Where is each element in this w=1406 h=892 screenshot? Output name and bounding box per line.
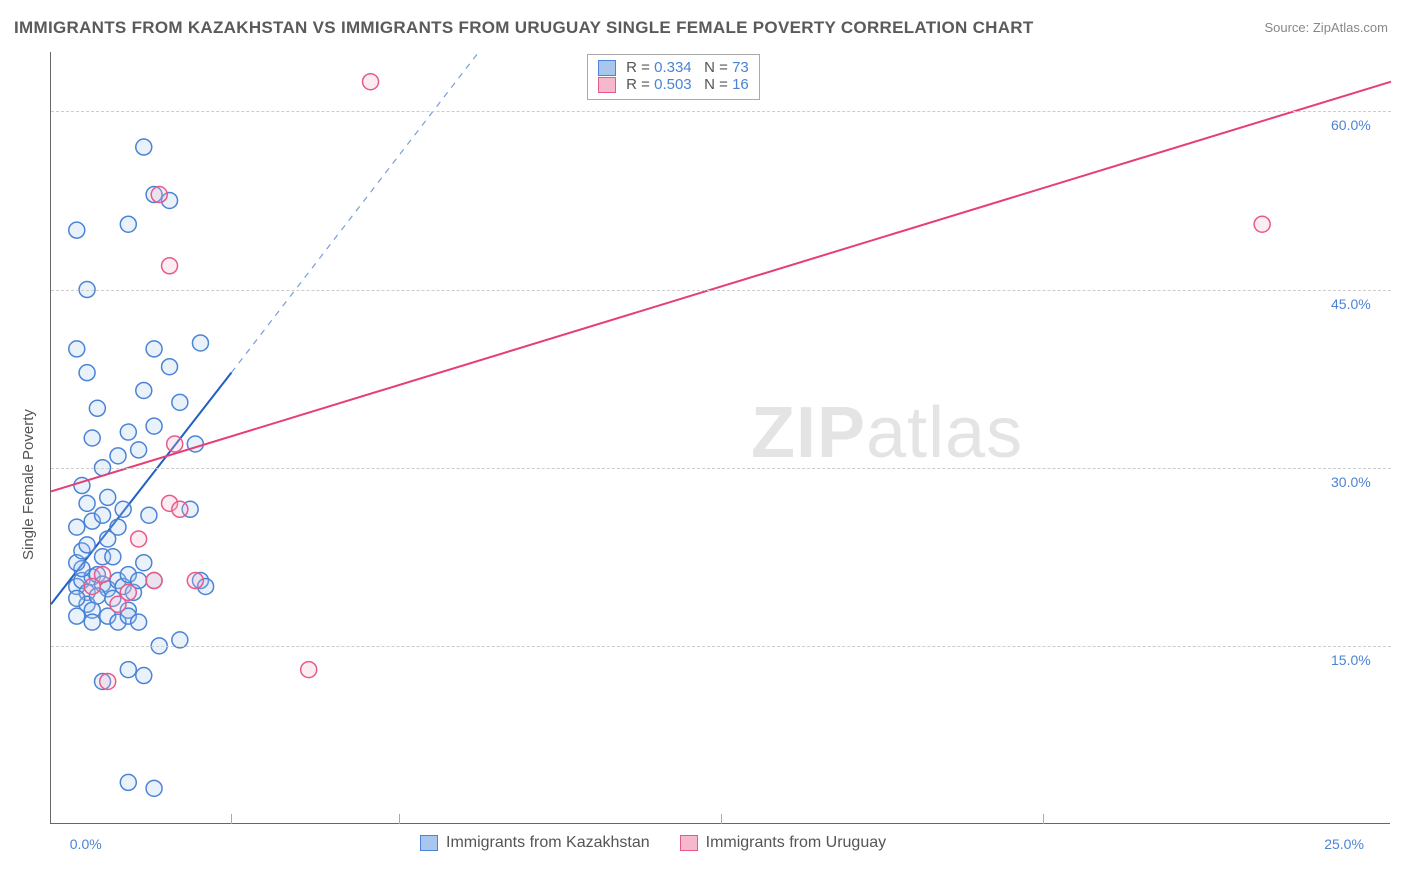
data-point [151, 187, 167, 203]
data-point [69, 222, 85, 238]
data-point [146, 341, 162, 357]
y-tick-label: 45.0% [1331, 296, 1371, 312]
data-point [136, 382, 152, 398]
legend-row: R = 0.334 N = 73 [598, 59, 749, 76]
legend-row: R = 0.503 N = 16 [598, 76, 749, 93]
gridline-h [51, 468, 1391, 469]
x-tick-label: 25.0% [1324, 836, 1364, 852]
data-point [105, 549, 121, 565]
data-point [120, 584, 136, 600]
data-point [69, 341, 85, 357]
scatter-plot: ZIPatlas R = 0.334 N = 73 R = 0.503 N = … [50, 52, 1390, 824]
data-point [141, 507, 157, 523]
data-point [95, 567, 111, 583]
legend-stats: R = 0.334 N = 73 [622, 59, 749, 76]
legend-swatch [598, 77, 616, 93]
data-point [115, 501, 131, 517]
chart-title: IMMIGRANTS FROM KAZAKHSTAN VS IMMIGRANTS… [14, 18, 1034, 38]
series-legend-item: Immigrants from Kazakhstan [420, 834, 650, 852]
series-legend: Immigrants from Kazakhstan Immigrants fro… [420, 834, 886, 852]
trend-line [51, 82, 1391, 492]
correlation-legend: R = 0.334 N = 73 R = 0.503 N = 16 [587, 54, 760, 100]
data-point [136, 555, 152, 571]
data-point [136, 139, 152, 155]
gridline-h [51, 646, 1391, 647]
data-point [131, 531, 147, 547]
legend-swatch [680, 835, 698, 851]
data-point [162, 359, 178, 375]
y-tick-label: 30.0% [1331, 474, 1371, 490]
data-point [120, 662, 136, 678]
data-point [84, 614, 100, 630]
data-point [172, 501, 188, 517]
data-point [146, 418, 162, 434]
data-point [1254, 216, 1270, 232]
data-point [79, 365, 95, 381]
data-point [136, 668, 152, 684]
source-site: ZipAtlas.com [1313, 20, 1388, 35]
gridline-h [51, 290, 1391, 291]
data-point [120, 216, 136, 232]
y-tick-label: 15.0% [1331, 652, 1371, 668]
y-tick-label: 60.0% [1331, 117, 1371, 133]
trend-line-dashed [231, 52, 478, 373]
legend-swatch [420, 835, 438, 851]
source-label: Source: [1264, 20, 1312, 35]
source-attribution: Source: ZipAtlas.com [1264, 20, 1388, 35]
data-point [110, 448, 126, 464]
data-point [162, 258, 178, 274]
data-point [79, 537, 95, 553]
data-point [187, 573, 203, 589]
series-legend-item: Immigrants from Uruguay [680, 834, 887, 852]
data-point [69, 590, 85, 606]
data-point [100, 489, 116, 505]
legend-swatch [598, 60, 616, 76]
series-legend-label: Immigrants from Kazakhstan [446, 834, 650, 852]
data-point [120, 424, 136, 440]
data-point [84, 430, 100, 446]
data-point [69, 519, 85, 535]
data-point [131, 614, 147, 630]
data-point [89, 400, 105, 416]
x-tick-minor [399, 814, 400, 824]
data-point [100, 673, 116, 689]
x-tick-minor [1043, 814, 1044, 824]
data-point [172, 394, 188, 410]
data-point [131, 442, 147, 458]
x-tick-minor [721, 814, 722, 824]
data-point [79, 495, 95, 511]
data-point [167, 436, 183, 452]
x-tick-label: 0.0% [70, 836, 102, 852]
plot-svg [51, 52, 1391, 824]
data-point [146, 780, 162, 796]
x-tick-minor [231, 814, 232, 824]
data-point [69, 608, 85, 624]
legend-stats: R = 0.503 N = 16 [622, 76, 749, 93]
y-axis-label: Single Female Poverty [20, 409, 37, 560]
data-point [146, 573, 162, 589]
data-point [95, 507, 111, 523]
data-point [192, 335, 208, 351]
data-point [301, 662, 317, 678]
data-point [120, 774, 136, 790]
data-point [110, 519, 126, 535]
series-legend-label: Immigrants from Uruguay [706, 834, 887, 852]
data-point [363, 74, 379, 90]
gridline-h [51, 111, 1391, 112]
